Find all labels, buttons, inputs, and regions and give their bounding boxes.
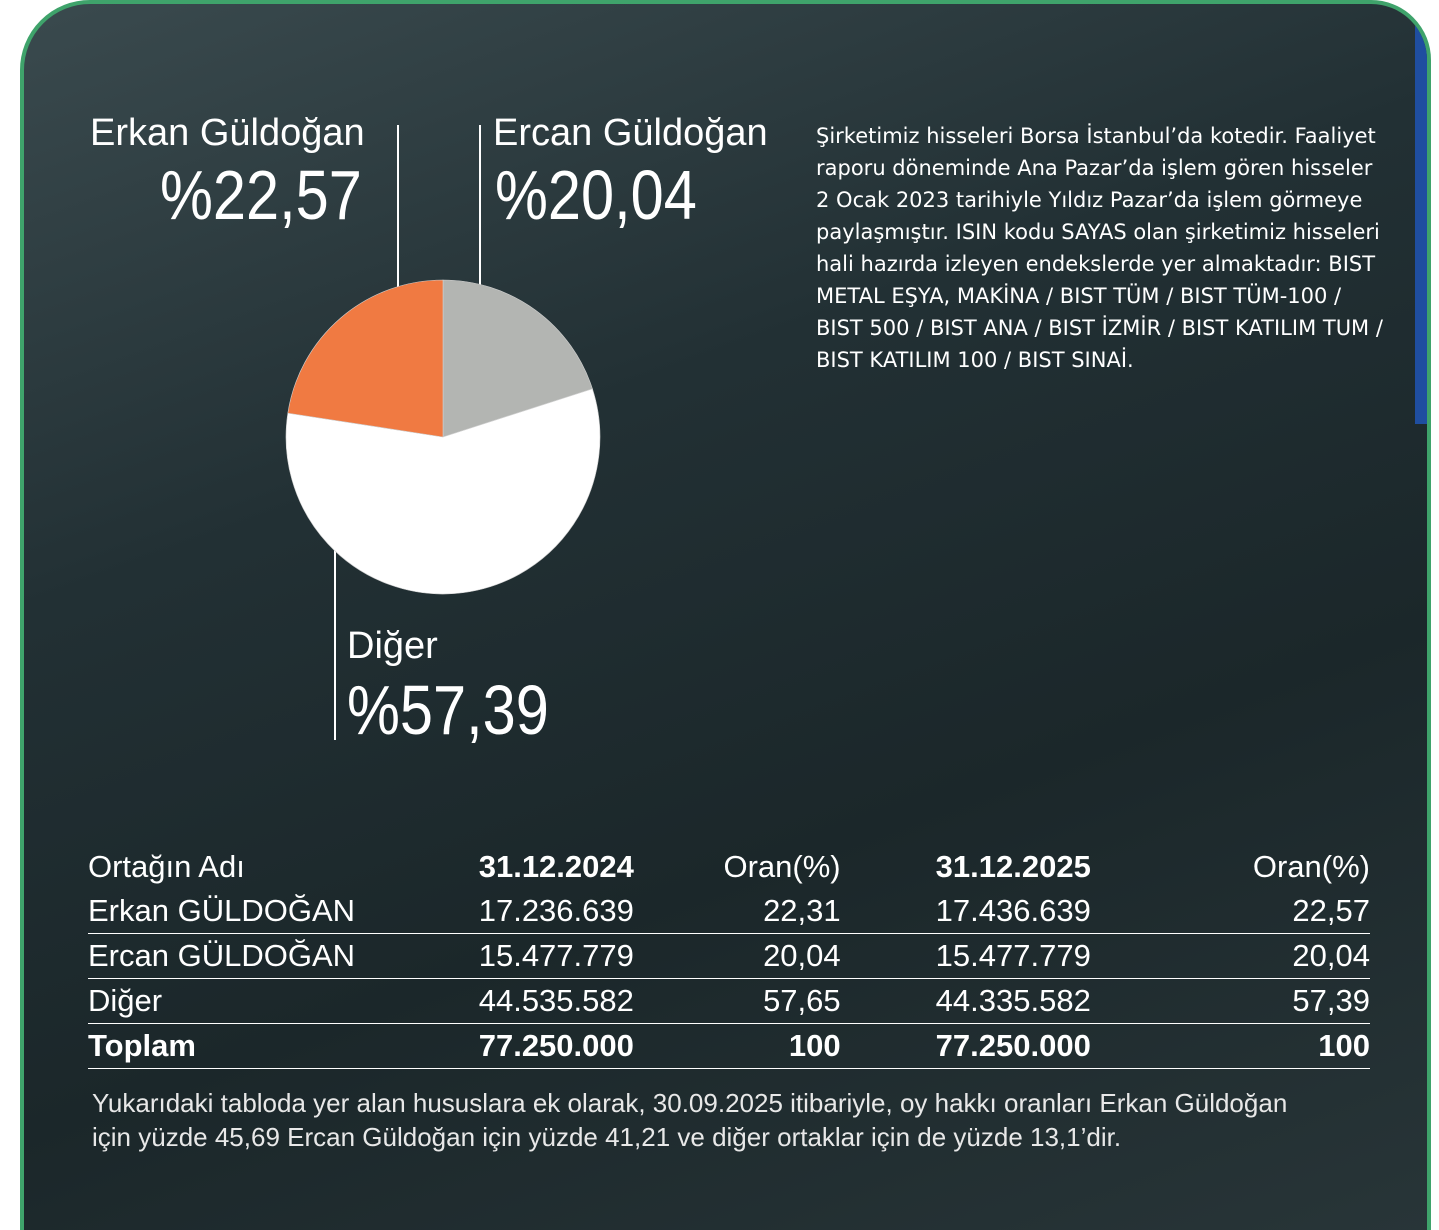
- cell: 57,65: [634, 979, 841, 1024]
- cell: 17.236.639: [398, 889, 634, 934]
- cell: 22,57: [1091, 889, 1370, 934]
- cell: Ortağın Adı: [88, 845, 398, 889]
- cell: 44.535.582: [398, 979, 634, 1024]
- footnote: Yukarıdaki tabloda yer alan hususlara ek…: [92, 1086, 1312, 1154]
- cell: Oran(%): [634, 845, 841, 889]
- cell: Erkan GÜLDOĞAN: [88, 889, 398, 934]
- slice-value: %20,04: [495, 155, 697, 235]
- cell: 31.12.2024: [398, 845, 634, 889]
- cell: Oran(%): [1091, 845, 1370, 889]
- slice-name: Ercan Güldoğan: [493, 112, 768, 155]
- cell: 77.250.000: [841, 1024, 1091, 1069]
- shareholder-table: Ortağın Adı 31.12.2024 Oran(%) 31.12.202…: [88, 845, 1370, 1069]
- cell: Toplam: [88, 1024, 398, 1069]
- cell: 44.335.582: [841, 979, 1091, 1024]
- cell: 17.436.639: [841, 889, 1091, 934]
- cell: 20,04: [1091, 934, 1370, 979]
- cell: 31.12.2025: [841, 845, 1091, 889]
- paragraph: Şirketimiz hisseleri Borsa İstanbul’da k…: [816, 120, 1391, 376]
- cell: 57,39: [1091, 979, 1370, 1024]
- slice-name: Erkan Güldoğan: [90, 112, 365, 155]
- table-header: Ortağın Adı 31.12.2024 Oran(%) 31.12.202…: [88, 845, 1370, 889]
- pie-slice: [288, 280, 443, 437]
- slice-value: %57,39: [347, 670, 549, 750]
- cell: 20,04: [634, 934, 841, 979]
- slice-name: Diğer: [347, 625, 438, 668]
- cell: 100: [634, 1024, 841, 1069]
- cell: 15.477.779: [841, 934, 1091, 979]
- cell: Ercan GÜLDOĞAN: [88, 934, 398, 979]
- page: Ercan Güldoğan%20,04Diğer%57,39Erkan Gül…: [0, 0, 1439, 1230]
- slice-value: %22,57: [160, 155, 362, 235]
- cell: Diğer: [88, 979, 398, 1024]
- cell: 100: [1091, 1024, 1370, 1069]
- cell: 15.477.779: [398, 934, 634, 979]
- cell: 77.250.000: [398, 1024, 634, 1069]
- cell: 22,31: [634, 889, 841, 934]
